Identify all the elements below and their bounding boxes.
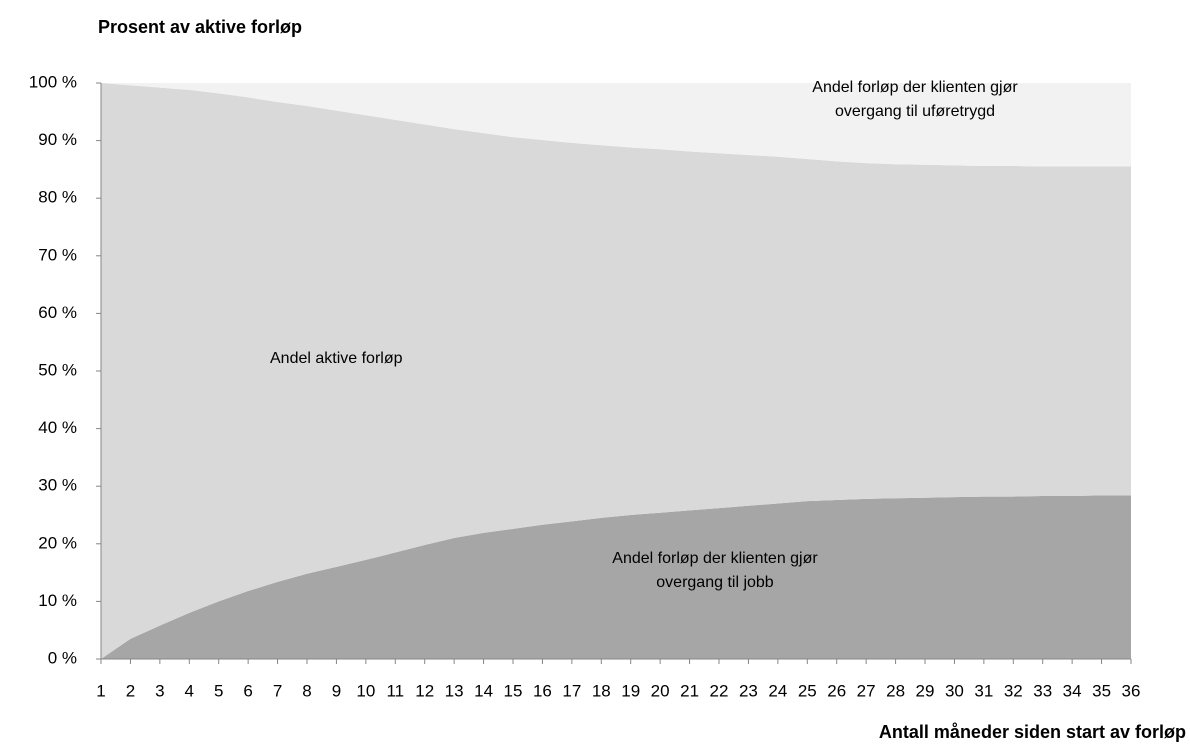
y-tick-label: 20 % [38, 533, 77, 552]
x-tick-label: 9 [332, 681, 341, 700]
x-tick-label: 7 [273, 681, 282, 700]
x-tick-label: 22 [710, 681, 729, 700]
x-tick-label: 25 [798, 681, 817, 700]
x-tick-label: 10 [356, 681, 375, 700]
x-tick-label: 2 [126, 681, 135, 700]
x-tick-label: 26 [827, 681, 846, 700]
x-tick-label: 35 [1092, 681, 1111, 700]
y-tick-label: 100 % [29, 72, 77, 91]
x-tick-label: 8 [302, 681, 311, 700]
series-label: Andel forløp der klienten gjør overgang … [612, 550, 818, 591]
x-tick-label: 18 [592, 681, 611, 700]
y-tick-label: 30 % [38, 476, 77, 495]
y-tick-label: 60 % [38, 303, 77, 322]
x-tick-label: 36 [1122, 681, 1141, 700]
x-tick-label: 32 [1004, 681, 1023, 700]
area [101, 83, 1131, 659]
x-tick-label: 15 [504, 681, 523, 700]
area [101, 495, 1131, 659]
y-tick-label: 70 % [38, 245, 77, 264]
y-tick-label: 10 % [38, 591, 77, 610]
y-tick-label: 40 % [38, 418, 77, 437]
y-tick-label: 50 % [38, 360, 77, 379]
y-tick-label: 0 % [48, 648, 77, 667]
x-tick-label: 23 [739, 681, 758, 700]
x-tick-label: 19 [621, 681, 640, 700]
y-axis-title: Prosent av aktive forløp [97, 17, 303, 37]
series-label: Andel aktive forløp [270, 350, 403, 367]
x-tick-label: 27 [857, 681, 876, 700]
area [101, 83, 1131, 167]
x-axis-title: Antall måneder siden start av forløp [878, 722, 1186, 742]
x-tick-label: 20 [651, 681, 670, 700]
x-tick-label: 34 [1063, 681, 1082, 700]
x-tick-label: 16 [533, 681, 552, 700]
x-tick-label: 31 [974, 681, 993, 700]
series-label: Andel forløp der klienten gjør overgang … [812, 79, 1018, 120]
x-tick-label: 24 [768, 681, 787, 700]
x-tick-label: 33 [1033, 681, 1052, 700]
x-tick-label: 5 [214, 681, 223, 700]
x-tick-label: 1 [96, 681, 105, 700]
x-tick-label: 3 [155, 681, 164, 700]
x-tick-label: 28 [886, 681, 905, 700]
x-tick-label: 17 [562, 681, 581, 700]
x-tick-label: 21 [680, 681, 699, 700]
x-tick-label: 13 [445, 681, 464, 700]
x-tick-label: 6 [243, 681, 252, 700]
y-tick-label: 80 % [38, 188, 77, 207]
x-tick-label: 4 [185, 681, 194, 700]
y-tick-label: 90 % [38, 130, 77, 149]
x-tick-label: 30 [945, 681, 964, 700]
x-tick-label: 11 [386, 681, 404, 700]
x-tick-label: 29 [916, 681, 935, 700]
x-tick-label: 12 [415, 681, 434, 700]
x-tick-label: 14 [474, 681, 493, 700]
